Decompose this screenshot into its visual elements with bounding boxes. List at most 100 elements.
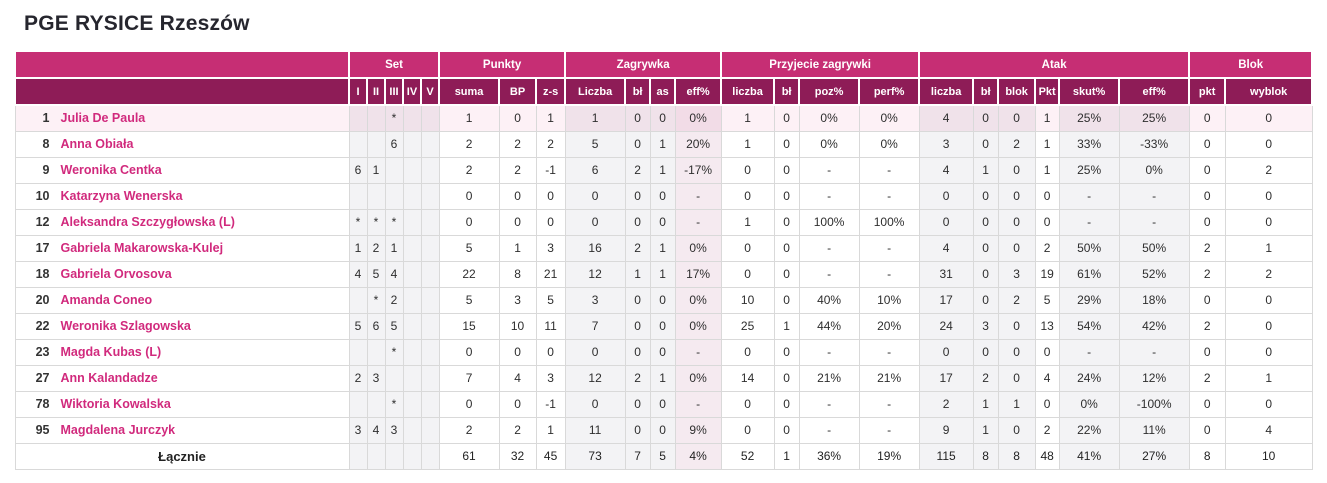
player-name[interactable]: Amanda Coneo	[60, 293, 153, 307]
stat-cell: 2	[1188, 364, 1226, 392]
set-cell: *	[366, 286, 386, 314]
stat-cell: 0	[1188, 182, 1226, 210]
stat-cell: 2	[498, 416, 537, 444]
stat-cell: 7	[438, 364, 500, 392]
group-header-set: Set	[347, 50, 441, 79]
stat-cell: 0	[972, 104, 999, 132]
set-cell	[348, 130, 368, 158]
player-name[interactable]: Gabriela Makarowska-Kulej	[60, 241, 224, 255]
stat-cell: 0	[773, 234, 800, 262]
set-cell	[402, 156, 422, 184]
stat-cell: 1	[720, 208, 775, 236]
player-name[interactable]: Weronika Szlagowska	[60, 319, 191, 333]
stat-cell: 0	[564, 338, 626, 366]
stat-cell: 0	[972, 182, 999, 210]
stat-cell: 0	[997, 234, 1036, 262]
set-cell	[348, 104, 368, 132]
stat-cell: -	[858, 260, 920, 288]
player-name[interactable]: Gabriela Orvosova	[60, 267, 172, 281]
player-name[interactable]: Anna Obiała	[60, 137, 134, 151]
stat-cell: 0	[918, 208, 974, 236]
total-stat-cell	[402, 442, 422, 470]
stat-cell: 0	[535, 182, 566, 210]
stat-cell: 0	[498, 208, 537, 236]
stat-cell: 0	[1188, 390, 1226, 418]
stat-cell: -1	[535, 156, 566, 184]
col-header: suma	[438, 77, 501, 106]
player-name[interactable]: Katarzyna Wenerska	[60, 189, 183, 203]
player-row: 23 Magda Kubas (L) * 0 0 0 0 0 0-0 0- -0 0 0 0- -0 0	[14, 338, 1313, 366]
player-number: 22	[35, 319, 50, 333]
player-name[interactable]: Magdalena Jurczyk	[60, 423, 176, 437]
stat-cell: 0	[1188, 416, 1226, 444]
stat-cell: 0	[1188, 338, 1226, 366]
stat-cell: -	[858, 156, 920, 184]
set-cell: *	[384, 208, 404, 236]
stat-cell: 0	[649, 286, 676, 314]
player-name[interactable]: Magda Kubas (L)	[60, 345, 162, 359]
set-cell	[348, 182, 368, 210]
stat-cell: 0	[997, 312, 1036, 340]
stat-cell: 9%	[674, 416, 722, 444]
player-name[interactable]: Wiktoria Kowalska	[60, 397, 171, 411]
stat-cell: 0%	[798, 130, 860, 158]
stat-cell: 17%	[674, 260, 722, 288]
set-cell	[384, 182, 404, 210]
set-cell: 2	[366, 234, 386, 262]
player-row: 8 Anna Obiała 6 2 2 2 5 0 1 20% 1 0 0% 0% 3 0 2 1 33% -33% 0…	[14, 130, 1313, 158]
stat-cell: 4	[498, 364, 537, 392]
col-header: blok	[997, 77, 1037, 106]
stat-cell: 13	[1034, 312, 1060, 340]
stat-cell: 0%	[674, 312, 722, 340]
stat-cell: -17%	[674, 156, 722, 184]
stat-cell: 0	[624, 182, 651, 210]
stat-cell: 0	[624, 312, 651, 340]
stat-cell: 0	[773, 104, 800, 132]
stat-cell: 0	[918, 182, 974, 210]
stat-cell: 24	[918, 312, 974, 340]
stat-cell: -	[858, 234, 920, 262]
set-cell	[402, 390, 422, 418]
col-header: liczba	[720, 77, 776, 106]
col-header: perf%	[858, 77, 921, 106]
stat-cell: 19	[1034, 260, 1060, 288]
stat-cell: -	[798, 390, 860, 418]
stat-cell: 1	[972, 390, 999, 418]
stat-cell: 16	[564, 234, 626, 262]
player-number: 78	[35, 397, 50, 411]
player-name[interactable]: Weronika Centka	[60, 163, 162, 177]
total-stat-cell	[420, 442, 440, 470]
stat-cell: 1	[438, 104, 500, 132]
player-name[interactable]: Aleksandra Szczygłowska (L)	[60, 215, 235, 229]
col-header: III	[384, 77, 404, 106]
player-row: 9 Weronika Centka 6 1 2 2 -1 6 2 1 -17% 0 0- -4 1 0 1 25%…	[14, 156, 1313, 184]
player-name[interactable]: Ann Kalandadze	[60, 371, 158, 385]
player-stats-table: Set Punkty Zagrywka Przyjecie zagrywki Atak B…	[14, 50, 1314, 470]
stat-cell: 0	[624, 286, 651, 314]
stat-cell: 0%	[1118, 156, 1190, 184]
stat-cell: 0	[773, 338, 800, 366]
stat-cell: 0	[720, 416, 775, 444]
stat-cell: 3	[564, 286, 626, 314]
stat-cell: 4	[1224, 416, 1313, 444]
stat-cell: 29%	[1058, 286, 1120, 314]
stat-cell: 40%	[798, 286, 860, 314]
stat-cell: 4	[918, 104, 974, 132]
set-cell	[420, 338, 440, 366]
stat-cell: -	[674, 208, 722, 236]
stat-cell: -33%	[1118, 130, 1190, 158]
stat-cell: 10%	[858, 286, 920, 314]
player-cell: 23 Magda Kubas (L)	[14, 338, 350, 366]
set-cell: *	[384, 104, 404, 132]
player-name[interactable]: Julia De Paula	[60, 111, 146, 126]
stat-cell: 0	[720, 234, 775, 262]
col-header: wyblok	[1224, 77, 1314, 106]
stat-cell: 0	[720, 338, 775, 366]
player-cell: 1 Julia De Paula	[14, 104, 350, 132]
total-stat-cell: 5	[649, 442, 676, 470]
stat-cell: 2	[1188, 312, 1226, 340]
player-cell: 78 Wiktoria Kowalska	[14, 390, 350, 418]
stat-cell: 0	[997, 364, 1036, 392]
stat-cell: 1	[649, 130, 676, 158]
stat-cell: 5	[1034, 286, 1060, 314]
